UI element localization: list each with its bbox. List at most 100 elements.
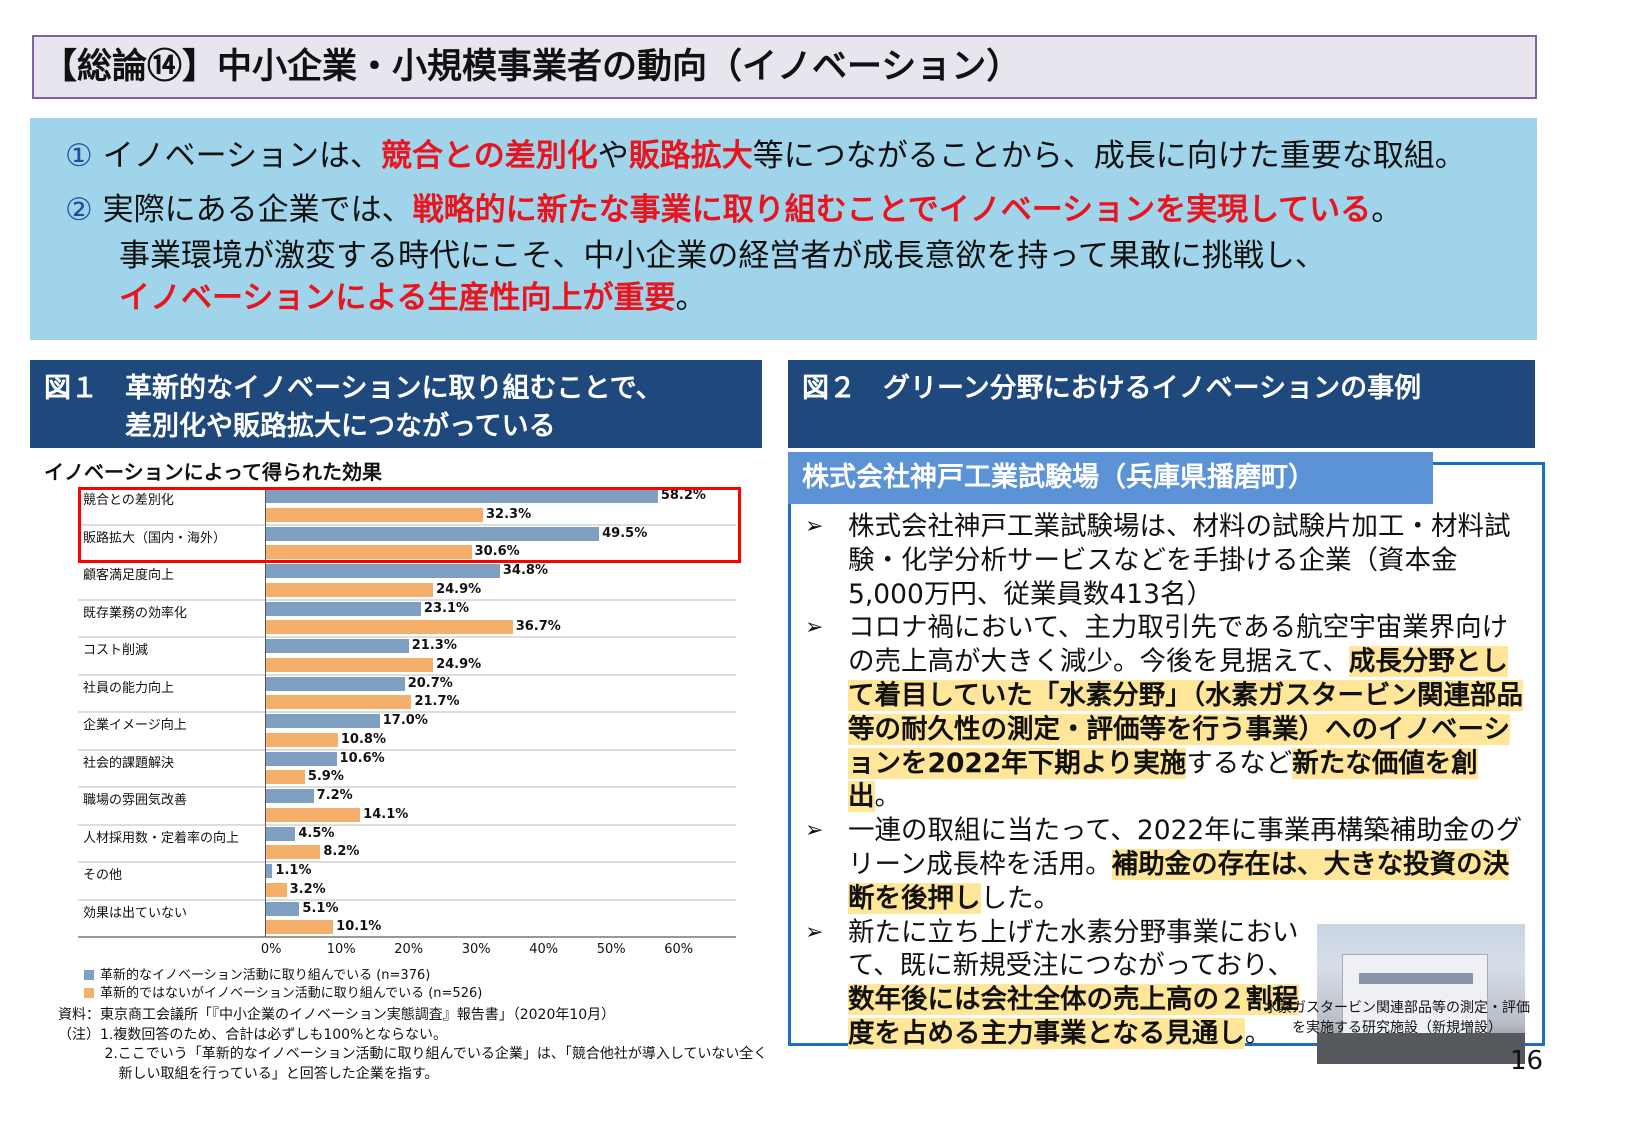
data-label: 24.9% — [436, 656, 482, 672]
bar-blue — [265, 526, 600, 541]
note-line: （注）1.複数回答のため、合計は必ずしも100%とならない。 — [58, 1026, 447, 1043]
bar-orange — [265, 695, 412, 709]
facility-photo — [1317, 923, 1525, 1064]
data-label: 7.2% — [316, 788, 353, 803]
category-label: その他 — [83, 868, 123, 883]
data-label: 58.2% — [660, 488, 706, 503]
row-separator — [78, 673, 736, 676]
bullet-text: 一連の取組に当たって、2022年に事業再構築補助金のグリーン成長枠を活用。 — [848, 815, 1523, 880]
bullet-text: 新たに立ち上げた水素分野事業において、既に新規受注につながっており、 — [848, 916, 1299, 982]
category-label: 社会的課題解決 — [83, 755, 175, 771]
bar-orange — [265, 920, 334, 934]
x-tick-label: 40% — [529, 942, 559, 957]
bar-blue — [265, 489, 658, 503]
row-separator — [78, 711, 736, 713]
row-separator — [78, 523, 736, 526]
summary-line: ② 実際にある企業では、戦略的に新たな事業に取り組むことでイノベーションを実現し… — [65, 190, 1402, 230]
highlight-box — [78, 487, 741, 563]
chart-title: イノベーションによって得られた効果 — [44, 460, 382, 484]
summary-line: 事業環境が激変する時代にこそ、中小企業の経営者が成長意欲を持って果敢に挑戦し、 — [119, 236, 1326, 276]
arrow-right-icon: ➢ — [805, 818, 824, 844]
category-label: 販路拡大（国内・海外） — [83, 530, 227, 546]
summary-text: 事業環境が激変する時代にこそ、中小企業の経営者が成長意欲を持って果敢に挑戦し、 — [119, 238, 1326, 274]
row-separator — [78, 823, 736, 826]
data-label: 21.7% — [414, 694, 460, 709]
bar-orange — [265, 620, 513, 634]
summary-line: ① イノベーションは、競合との差別化や販路拡大等につながることから、成長に向けた… — [65, 136, 1466, 176]
bar-blue — [265, 901, 300, 916]
legend-label: 革新的ではないがイノベーション活動に取り組んでいる (n=526) — [100, 986, 483, 1001]
figure1-title-line1: 図１ 革新的なイノベーションに取り組むことで、 — [44, 373, 663, 404]
category-label: 職場の雰囲気改善 — [83, 793, 188, 808]
bar-blue — [265, 751, 337, 766]
data-label: 14.1% — [363, 806, 409, 822]
data-label: 36.7% — [515, 619, 561, 634]
x-tick-label: 10% — [326, 942, 356, 957]
emphasis-text: 戦略的に新たな事業に取り組むことでイノベーションを実現している — [412, 192, 1372, 228]
emphasis-text: イノベーションによる生産性向上が重要 — [119, 280, 676, 316]
bullet-item: ➢ コロナ禍において、主力取引先である航空宇宙業界向けの売上高が大きく減少。今後を… — [805, 611, 1525, 814]
summary-text: 等につながることから、成長に向けた重要な取組。 — [752, 138, 1466, 174]
data-label: 17.0% — [382, 713, 428, 728]
emphasis-text: 競合との差別化 — [381, 138, 598, 174]
summary-text: 。 — [1371, 192, 1403, 228]
summary-box: ① イノベーションは、競合との差別化や販路拡大等につながることから、成長に向けた… — [30, 118, 1537, 340]
bar-orange — [265, 770, 305, 784]
bar-blue — [265, 601, 421, 616]
bar-orange — [265, 807, 361, 822]
x-tick-label: 20% — [394, 942, 424, 957]
bar-orange — [265, 882, 287, 897]
bar-blue — [265, 789, 314, 803]
data-label: 1.1% — [275, 863, 312, 878]
summary-text: や — [597, 138, 629, 174]
note-line: 新しい取組を行っている」と回答した企業を指す。 — [58, 1065, 439, 1082]
y-axis-line — [265, 487, 266, 937]
arrow-right-icon: ➢ — [805, 615, 824, 641]
x-tick-label: 0% — [260, 942, 282, 957]
data-label: 24.9% — [436, 581, 482, 597]
summary-text: 実際にある企業では、 — [92, 192, 413, 228]
data-label: 10.8% — [340, 731, 386, 747]
data-label: 34.8% — [502, 563, 548, 578]
bullet-text: コロナ禍において、主力取引先である航空宇宙業界向けの売上高が大きく減少。今後を見… — [848, 612, 1509, 678]
category-label: コスト削減 — [83, 643, 149, 658]
bullet-text: 株式会社神戸工業試験場は、材料の試験片加工・材料試験・化学分析サービスなどを手掛… — [848, 511, 1511, 610]
bar-blue — [265, 639, 409, 653]
bullet-text: するなど — [1186, 747, 1293, 779]
bar-orange — [265, 545, 472, 559]
bar-blue — [265, 826, 296, 841]
category-label: 企業イメージ向上 — [83, 718, 187, 733]
data-label: 32.3% — [486, 506, 532, 522]
bar-blue — [265, 676, 405, 691]
figure2-header: 図２ グリーン分野におけるイノベーションの事例 — [788, 360, 1535, 448]
bar-orange — [265, 582, 434, 597]
category-label: 既存業務の効率化 — [83, 605, 188, 621]
page-number: 16 — [1510, 1046, 1544, 1076]
summary-line: イノベーションによる生産性向上が重要。 — [119, 278, 706, 318]
data-label: 5.9% — [307, 769, 344, 784]
data-label: 49.5% — [602, 525, 648, 541]
data-label: 30.6% — [474, 544, 520, 559]
row-separator — [78, 598, 736, 601]
category-label: 効果は出ていない — [83, 905, 188, 921]
company-name: 株式会社神戸工業試験場（兵庫県播磨町） — [788, 452, 1433, 504]
bar-orange — [265, 507, 484, 522]
bullet-item: ➢ 株式会社神戸工業試験場は、材料の試験片加工・材料試験・化学分析サービスなどを手… — [805, 510, 1525, 611]
circled-number: ② — [65, 192, 93, 228]
data-label: 21.3% — [411, 638, 457, 653]
data-label: 20.7% — [407, 675, 453, 691]
data-label: 8.2% — [323, 844, 360, 859]
data-label: 10.6% — [339, 750, 385, 766]
legend-swatch — [84, 970, 94, 980]
bar-orange — [265, 845, 321, 859]
x-tick-label: 50% — [596, 942, 626, 957]
category-label: 社員の能力向上 — [83, 680, 175, 696]
category-label: 競合との差別化 — [83, 493, 174, 508]
x-tick-label: 60% — [664, 942, 694, 957]
bullet-text: した。 — [980, 882, 1061, 914]
category-label: 顧客満足度向上 — [83, 568, 175, 583]
emphasis-text: 販路拡大 — [628, 138, 753, 174]
legend-swatch — [84, 988, 94, 998]
bar-orange — [265, 657, 434, 672]
figure2-title: 図２ グリーン分野におけるイノベーションの事例 — [802, 373, 1422, 404]
